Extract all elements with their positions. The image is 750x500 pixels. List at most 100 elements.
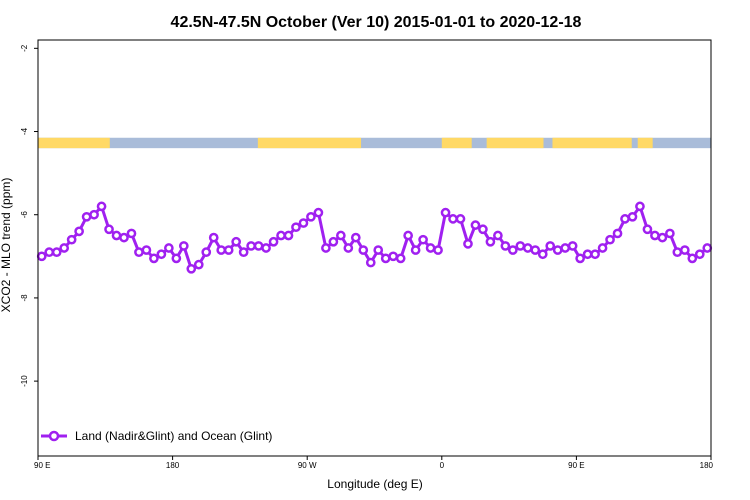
data-point: [575, 253, 585, 264]
data-point: [164, 243, 174, 253]
data-point: [440, 207, 451, 218]
y-tick-label: -8: [20, 294, 29, 302]
data-point: [702, 243, 713, 253]
data-point: [44, 247, 55, 258]
data-point: [178, 241, 189, 251]
data-point: [74, 226, 84, 237]
data-point: [51, 247, 62, 258]
y-axis-label: XCO2 - MLO trend (ppm): [0, 178, 13, 313]
data-point: [313, 207, 324, 218]
data-point: [343, 243, 354, 253]
plot-frame: [37, 39, 712, 457]
data-point: [104, 224, 114, 235]
data-point: [672, 247, 683, 258]
data-point: [485, 236, 496, 247]
data-point: [620, 214, 630, 224]
data-point: [635, 201, 645, 212]
x-tick-label: 90 E: [34, 461, 50, 470]
data-point: [395, 253, 406, 264]
data-point: [298, 218, 309, 228]
data-point: [238, 247, 249, 258]
data-point: [425, 243, 436, 253]
data-point: [156, 249, 167, 260]
data-point: [530, 245, 541, 255]
strip-land-segment: [441, 137, 472, 149]
strip-land-segment: [637, 137, 653, 149]
data-point: [306, 211, 316, 222]
legend: Land (Nadir&Glint) and Ocean (Glint): [41, 429, 272, 443]
data-point: [590, 249, 600, 260]
data-point: [208, 232, 219, 243]
data-point: [59, 243, 70, 253]
data-point: [478, 224, 488, 235]
data-point: [455, 214, 466, 224]
data-point: [201, 247, 212, 258]
data-point: [149, 253, 159, 264]
legend-label: Land (Nadir&Glint) and Ocean (Glint): [75, 429, 272, 443]
chart-title: 42.5N-47.5N October (Ver 10) 2015-01-01 …: [171, 14, 582, 31]
data-point: [410, 245, 421, 255]
data-point: [380, 253, 391, 264]
data-point: [291, 222, 301, 233]
data-point: [500, 241, 511, 251]
y-tick-label: -6: [20, 211, 29, 219]
data-point: [66, 234, 77, 245]
land-ocean-strip: [38, 137, 711, 149]
series-layer: [36, 201, 713, 274]
data-point: [448, 214, 458, 224]
data-point: [388, 251, 399, 262]
y-tick-label: -10: [20, 375, 29, 387]
strip-land-segment: [552, 137, 632, 149]
data-point: [283, 230, 294, 241]
data-point: [665, 228, 675, 239]
data-point: [463, 238, 473, 249]
y-tick-label: -2: [20, 44, 29, 52]
data-point: [141, 245, 152, 255]
data-point: [679, 245, 690, 255]
data-point: [268, 236, 279, 247]
data-point: [246, 241, 256, 251]
data-point: [687, 253, 698, 264]
data-point: [96, 201, 107, 212]
data-point: [657, 232, 668, 243]
data-point: [545, 241, 556, 251]
data-point: [350, 232, 361, 243]
data-point: [276, 230, 286, 241]
y-tick-label: -4: [20, 127, 29, 135]
data-point: [627, 211, 638, 222]
data-point: [507, 245, 518, 255]
data-point: [358, 245, 369, 255]
data-point: [418, 234, 428, 245]
x-tick-label: 90 E: [568, 461, 584, 470]
data-point: [119, 232, 129, 243]
strip-ocean: [38, 137, 711, 149]
data-point: [253, 241, 264, 251]
data-point: [126, 228, 137, 239]
data-point: [81, 211, 92, 222]
data-point: [89, 209, 99, 220]
strip-land-segment: [486, 137, 544, 149]
x-axis-label: Longitude (deg E): [327, 477, 422, 491]
strip-land-segment: [38, 137, 110, 149]
data-point: [433, 245, 443, 255]
data-point: [582, 249, 593, 260]
data-point: [365, 257, 376, 268]
x-tick-label: 0: [440, 461, 445, 470]
data-point: [694, 249, 705, 260]
x-tick-label: 180: [700, 461, 714, 470]
data-point: [193, 259, 204, 270]
data-point: [36, 251, 47, 262]
data-point: [171, 253, 182, 264]
data-point: [650, 230, 660, 241]
data-point: [560, 243, 571, 253]
data-point: [522, 243, 533, 253]
data-point: [552, 245, 563, 255]
data-point: [470, 220, 481, 230]
x-tick-label: 90 W: [298, 461, 317, 470]
data-point: [336, 230, 346, 241]
data-point: [231, 236, 242, 247]
legend-marker: [48, 430, 60, 442]
data-point: [261, 243, 271, 253]
data-point: [186, 263, 197, 274]
